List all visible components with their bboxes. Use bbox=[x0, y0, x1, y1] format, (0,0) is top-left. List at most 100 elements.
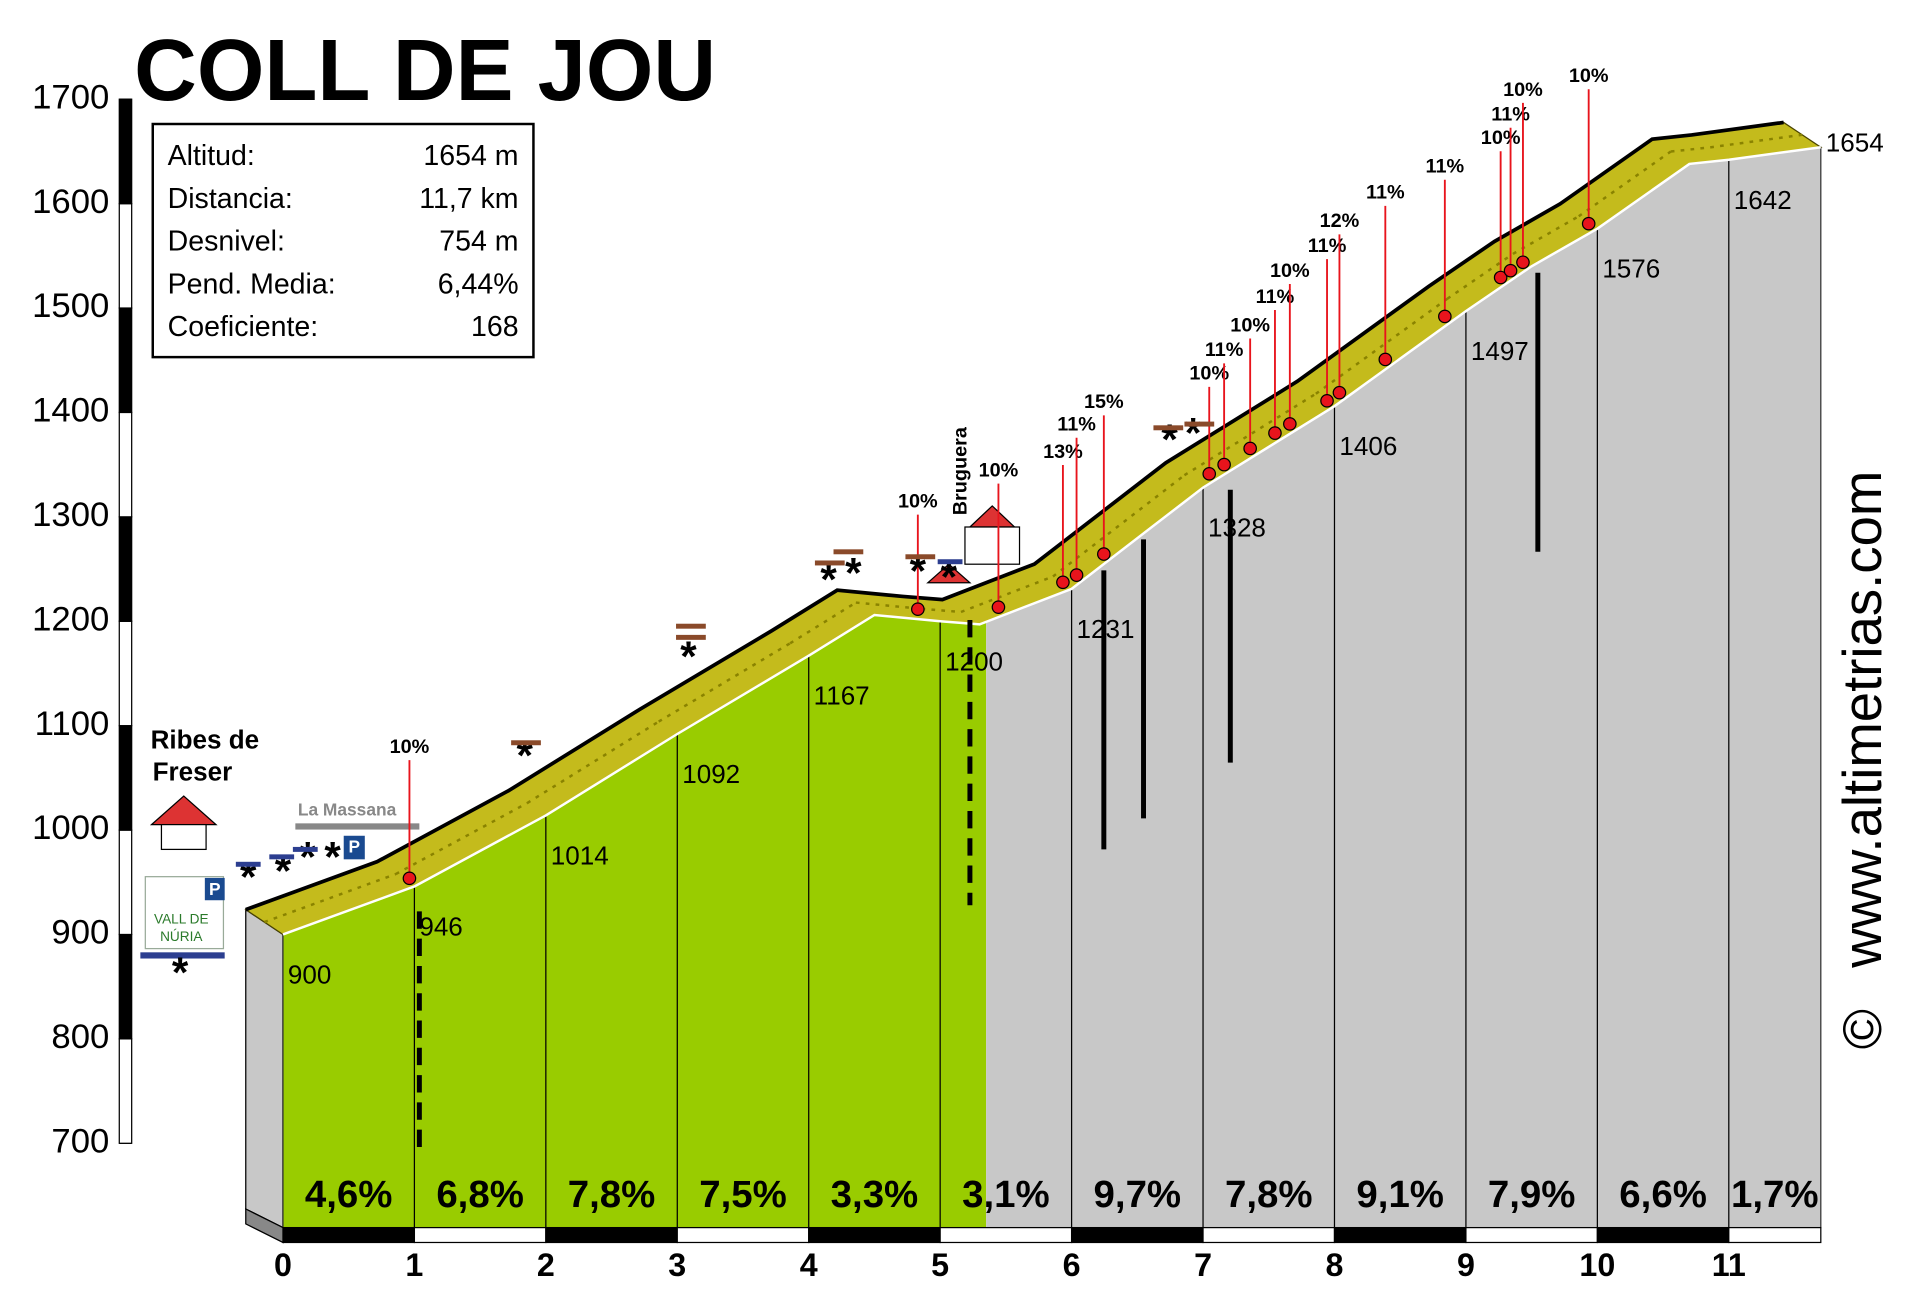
elevation-label: 1200 bbox=[945, 646, 1003, 676]
peak-dot bbox=[1283, 417, 1297, 431]
peak-label: 10% bbox=[898, 490, 938, 512]
segment-gradient: 7,5% bbox=[699, 1173, 787, 1216]
ruler-segment bbox=[118, 933, 133, 1040]
info-value: 168 bbox=[471, 311, 519, 343]
symbol: * bbox=[941, 553, 958, 600]
arrow bbox=[905, 554, 936, 560]
info-label: Distancia: bbox=[168, 183, 293, 215]
elevation-label: 946 bbox=[419, 911, 462, 941]
symbol: * bbox=[1185, 410, 1202, 457]
house-roof bbox=[149, 795, 218, 826]
road-stripe bbox=[263, 872, 397, 924]
info-label: Coeficiente: bbox=[168, 311, 319, 343]
elevation-label: 1497 bbox=[1471, 336, 1529, 366]
symbol: * bbox=[820, 556, 837, 603]
road-top-edge bbox=[245, 120, 1784, 912]
distance-bar bbox=[676, 1226, 810, 1244]
x-tick-label: 2 bbox=[537, 1247, 555, 1283]
arrow bbox=[235, 861, 261, 867]
distance-bar bbox=[1202, 1226, 1336, 1244]
peak-dot bbox=[1516, 255, 1530, 270]
symbol: * bbox=[1161, 416, 1178, 463]
symbol: * bbox=[172, 949, 189, 996]
peak-label: 11% bbox=[1205, 339, 1244, 361]
place-label: Ribes de bbox=[151, 724, 259, 754]
arrow bbox=[511, 740, 541, 746]
info-value: 754 m bbox=[439, 226, 518, 258]
peak-label: 10% bbox=[1569, 65, 1609, 87]
segment-gradient: 7,8% bbox=[1225, 1173, 1313, 1216]
segment-gradient: 3,3% bbox=[831, 1173, 919, 1216]
y-tick-label: 900 bbox=[51, 914, 109, 952]
parking-sign bbox=[204, 877, 225, 901]
arrow bbox=[676, 634, 706, 640]
peak-dot bbox=[991, 600, 1006, 615]
house-roof bbox=[926, 563, 972, 584]
elevation-label: 1654 bbox=[1826, 128, 1884, 158]
segment-gradient: 7,8% bbox=[568, 1173, 656, 1216]
road-stripe bbox=[1315, 297, 1449, 395]
peak-label: 10% bbox=[1189, 363, 1229, 385]
ruler-segment bbox=[118, 307, 133, 414]
peak-label: 11% bbox=[1308, 235, 1347, 257]
ruler-segment bbox=[118, 98, 133, 205]
x-tick-label: 3 bbox=[668, 1247, 686, 1283]
peak-dot bbox=[1438, 309, 1452, 324]
peak-dot bbox=[1243, 441, 1257, 456]
distance-bar bbox=[1465, 1226, 1598, 1244]
symbol: * bbox=[240, 854, 257, 901]
elevation-label: 1167 bbox=[814, 681, 870, 711]
distance-bar bbox=[808, 1226, 941, 1244]
peak-label: 15% bbox=[1084, 391, 1124, 413]
distance-bar bbox=[1333, 1226, 1467, 1244]
y-tick-label: 1400 bbox=[32, 392, 109, 430]
peak-dot bbox=[1056, 575, 1070, 590]
road-stripe bbox=[960, 575, 1054, 614]
ruler-segment bbox=[118, 829, 133, 936]
segment-gradient: 7,9% bbox=[1488, 1173, 1576, 1216]
symbol: * bbox=[324, 834, 341, 881]
x-tick-label: 1 bbox=[405, 1247, 423, 1283]
peak-label: 13% bbox=[1043, 441, 1083, 463]
arrow bbox=[833, 549, 864, 555]
peak-label: 11% bbox=[1426, 156, 1465, 178]
distance-bar bbox=[282, 1226, 416, 1244]
peak-label: 10% bbox=[1270, 260, 1310, 282]
y-tick-label: 1000 bbox=[32, 809, 109, 847]
ruler-segment bbox=[118, 725, 133, 831]
peak-dot bbox=[1493, 270, 1508, 285]
peak-dot bbox=[1581, 216, 1596, 231]
segment-gradient: 4,6% bbox=[305, 1173, 393, 1216]
road-sign bbox=[295, 823, 420, 830]
profile-line bbox=[282, 145, 1821, 936]
symbol: * bbox=[845, 550, 862, 597]
peak-dot bbox=[1268, 426, 1282, 440]
peak-label: 11% bbox=[1366, 182, 1405, 204]
ruler-segment bbox=[118, 516, 133, 622]
road-stripe bbox=[855, 601, 922, 611]
side-face bbox=[245, 908, 284, 1229]
ruler-segment bbox=[118, 1038, 133, 1144]
x-tick-label: 4 bbox=[800, 1247, 818, 1283]
peak-dot bbox=[911, 602, 925, 617]
place-label: VALL DE bbox=[154, 912, 209, 927]
x-tick-label: 7 bbox=[1194, 1247, 1212, 1283]
place-label: La Massana bbox=[298, 800, 397, 820]
segment-gradient: 3,1% bbox=[962, 1173, 1050, 1216]
place-label: Bruguera bbox=[949, 426, 971, 515]
peak-dot bbox=[1097, 547, 1111, 561]
x-tick-label: 0 bbox=[274, 1247, 292, 1283]
parking-sign bbox=[343, 835, 365, 860]
peak-label: 10% bbox=[390, 736, 430, 758]
y-tick-label: 1200 bbox=[32, 600, 109, 638]
peak-dot bbox=[402, 871, 417, 886]
distance-bar bbox=[939, 1226, 1073, 1244]
place-label: Freser bbox=[153, 757, 233, 787]
arrow bbox=[937, 559, 963, 565]
segment-gradient: 6,6% bbox=[1619, 1173, 1707, 1216]
x-tick-label: 5 bbox=[931, 1247, 949, 1283]
y-tick-label: 1100 bbox=[35, 705, 110, 743]
ruler-segment bbox=[118, 620, 133, 727]
